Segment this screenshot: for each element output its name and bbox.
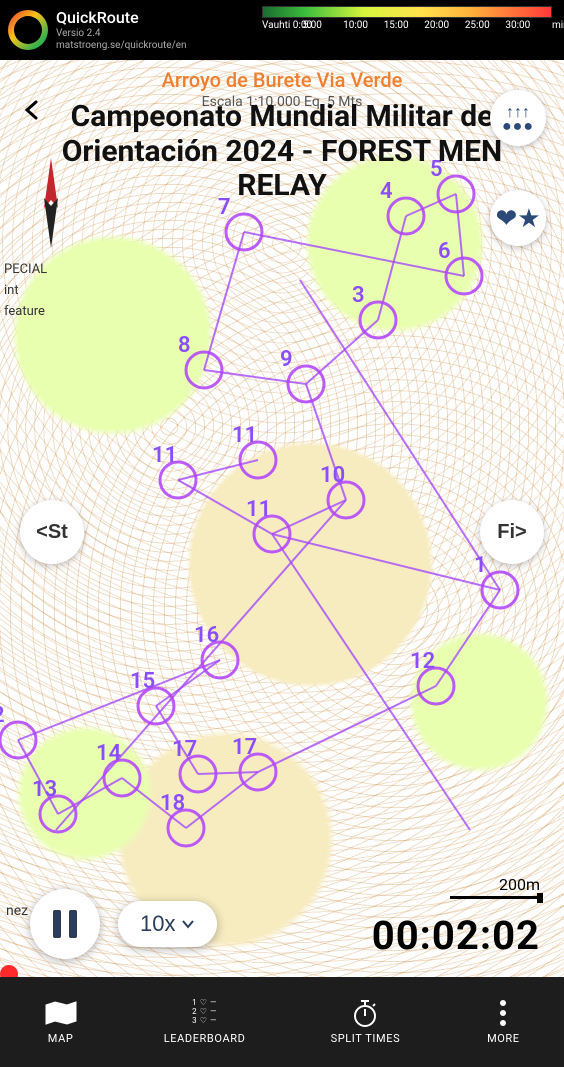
- jump-finish-button[interactable]: Fi>: [480, 500, 544, 564]
- compass-north-icon: [36, 158, 66, 248]
- scalebar-label: 200m: [499, 875, 540, 894]
- back-button[interactable]: [12, 90, 52, 130]
- app-logo-icon: [8, 10, 48, 50]
- bottom-nav: MAP 1 ♡ —2 ♡ —3 ♡ — LEADERBOARD SPLIT TI…: [0, 977, 564, 1067]
- upload-icon: ↑↑↑ ●●●: [502, 105, 534, 131]
- pace-scale: Vauhti 0:005:0010:0015:0020:0025:0030:00…: [262, 6, 552, 31]
- jump-start-button[interactable]: <St: [20, 500, 84, 564]
- top-bar: QuickRoute Versio 2.4 matstroeng.se/quic…: [0, 0, 564, 60]
- legend-line: feature: [4, 302, 47, 323]
- chevron-left-icon: [20, 98, 44, 122]
- pause-icon: [53, 910, 77, 938]
- pause-button[interactable]: [30, 889, 100, 959]
- pace-ticks: Vauhti 0:005:0010:0015:0020:0025:0030:00…: [262, 20, 552, 31]
- app-credits: matstroeng.se/quickroute/en: [56, 40, 187, 52]
- app-meta: QuickRoute Versio 2.4 matstroeng.se/quic…: [56, 8, 187, 51]
- map-icon: [43, 1000, 79, 1026]
- finish-label: Fi>: [497, 521, 526, 544]
- pace-gradient-bar: [262, 6, 552, 18]
- nav-split-label: SPLIT TIMES: [331, 1032, 401, 1045]
- map-scale-bar: 200m: [450, 875, 540, 899]
- favorite-button[interactable]: ❤★: [490, 190, 546, 246]
- nav-leaderboard-label: LEADERBOARD: [164, 1032, 246, 1045]
- playback-controls: 10x: [30, 889, 217, 959]
- nav-more-label: MORE: [487, 1032, 520, 1045]
- map-header-orange: Arroyo de Burete Via Verde: [0, 68, 564, 92]
- nav-map[interactable]: MAP: [43, 1000, 79, 1045]
- record-indicator-icon: [0, 965, 18, 977]
- leaderboard-icon: 1 ♡ —2 ♡ —3 ♡ —: [187, 1000, 223, 1026]
- map-stage[interactable]: 123456789101111111213141516171718 Arroyo…: [0, 60, 564, 977]
- nav-map-label: MAP: [48, 1032, 74, 1045]
- map-title: Campeonato Mundial Militar de Orientació…: [0, 100, 564, 204]
- legend-line: int: [4, 281, 47, 302]
- start-label: <St: [36, 521, 68, 544]
- chevron-down-icon: [181, 917, 195, 931]
- app-version: Versio 2.4: [56, 28, 187, 40]
- upload-results-button[interactable]: ↑↑↑ ●●●: [490, 90, 546, 146]
- nav-leaderboard[interactable]: 1 ♡ —2 ♡ —3 ♡ — LEADERBOARD: [164, 1000, 246, 1045]
- nav-more[interactable]: MORE: [485, 1000, 521, 1045]
- map-legend-text: PECIAL int feature: [4, 260, 47, 322]
- stopwatch-icon: [347, 1000, 383, 1026]
- records-footer: nez: [6, 903, 28, 919]
- nav-split-times[interactable]: SPLIT TIMES: [331, 1000, 401, 1045]
- playback-speed-button[interactable]: 10x: [118, 901, 217, 947]
- legend-line: PECIAL: [4, 260, 47, 281]
- heart-star-icon: ❤★: [495, 203, 540, 234]
- playback-timer: 00:02:02: [372, 912, 540, 959]
- speed-label: 10x: [140, 911, 175, 937]
- app-title: QuickRoute: [56, 8, 187, 27]
- more-icon: [485, 1000, 521, 1026]
